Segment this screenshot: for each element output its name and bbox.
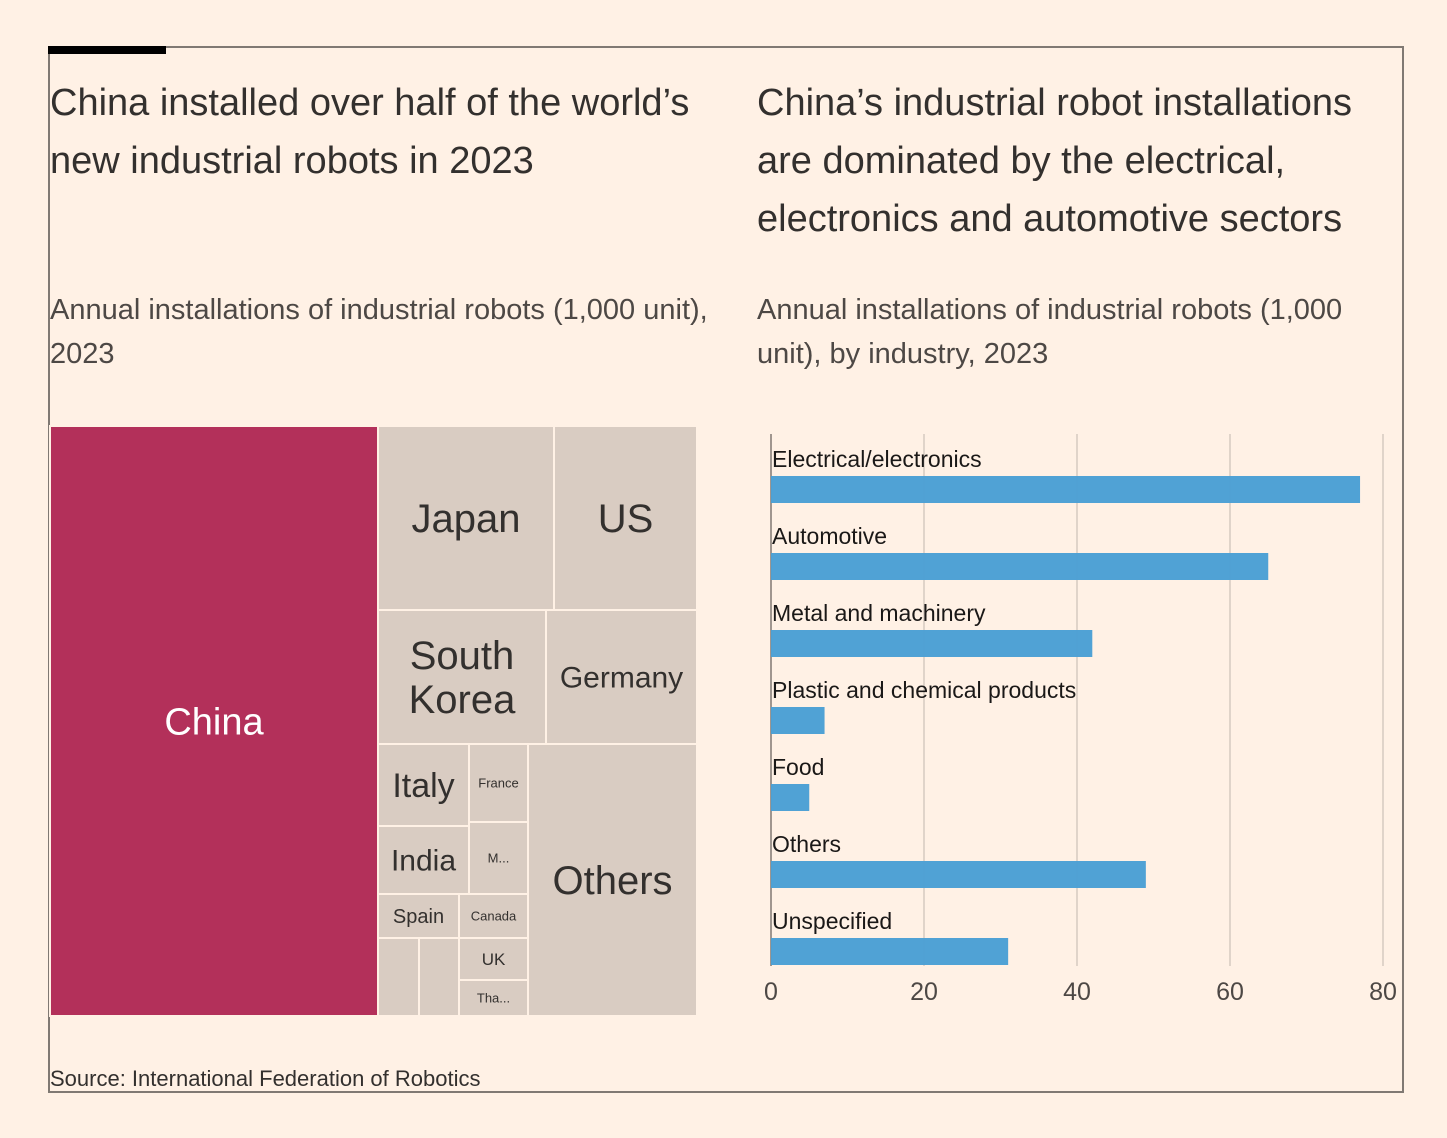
bar-plastic-and-chemical-products [771,707,825,734]
treemap-cell-unlabeled [418,937,460,1017]
x-tick-label-80: 80 [1369,978,1397,1006]
bar-automotive [771,553,1269,580]
bar-chart-title: China’s industrial robot installations a… [757,82,1352,240]
treemap-title: China installed over half of the world’s… [50,82,690,182]
treemap-subtitle: Annual installations of industrial robot… [50,294,708,370]
treemap-label-m: M... [488,851,510,866]
treemap-label-china: China [164,701,264,743]
bar-chart-subtitle: Annual installations of industrial robot… [757,294,1343,370]
treemap-cell-south-korea [377,609,547,745]
bar-metal-and-machinery [771,630,1093,657]
treemap-label-spain: Spain [393,906,444,928]
bar-electrical-electronics [771,476,1361,503]
treemap-cell-france [468,743,529,823]
treemap-label-others: Others [552,859,672,903]
treemap-cell-china [49,425,379,1017]
treemap-label-france: France [478,776,518,791]
treemap-cell-india [377,825,470,895]
treemap-label-japan: Japan [412,497,521,541]
treemap-label-germany: Germany [560,662,683,695]
bar-label-metal-and-machinery: Metal and machinery [772,600,986,626]
bar-food [771,784,810,811]
treemap-cell-others [527,743,698,1017]
treemap-cell-canada [458,893,529,939]
treemap-label-uk: UK [482,950,506,969]
bar-unspecified [771,938,1009,965]
treemap-label-us: US [598,497,654,541]
x-tick-label-60: 60 [1216,978,1244,1006]
bar-label-electrical-electronics: Electrical/electronics [772,446,982,472]
bar-label-plastic-and-chemical-products: Plastic and chemical products [772,677,1076,703]
treemap-cell-m [468,821,529,895]
brand-bar [48,46,166,54]
bar-label-others: Others [772,831,841,857]
treemap-chart: China Japan US South Korea Germany Italy France… [49,425,698,1017]
x-tick-label-20: 20 [910,978,938,1006]
treemap-cell-japan [377,425,555,611]
bar-label-unspecified: Unspecified [772,908,892,934]
bar-chart: Electrical/electronics Automotive Metal an… [764,434,1397,1006]
x-tick-label-0: 0 [764,978,778,1006]
treemap-label-india: India [391,845,456,878]
bar-others [771,861,1146,888]
source-note: Source: International Federation of Robo… [50,1066,481,1091]
treemap-label-tha: Tha... [477,991,510,1006]
x-tick-label-40: 40 [1063,978,1091,1006]
bar-label-food: Food [772,754,824,780]
treemap-label-italy: Italy [392,767,454,805]
treemap-cell-unlabeled [377,937,420,1017]
treemap-cell-us [553,425,698,611]
treemap-cell-italy [377,743,470,827]
treemap-label-south-korea: South Korea [409,634,516,722]
bar-label-automotive: Automotive [772,523,887,549]
treemap-label-canada: Canada [471,909,517,924]
